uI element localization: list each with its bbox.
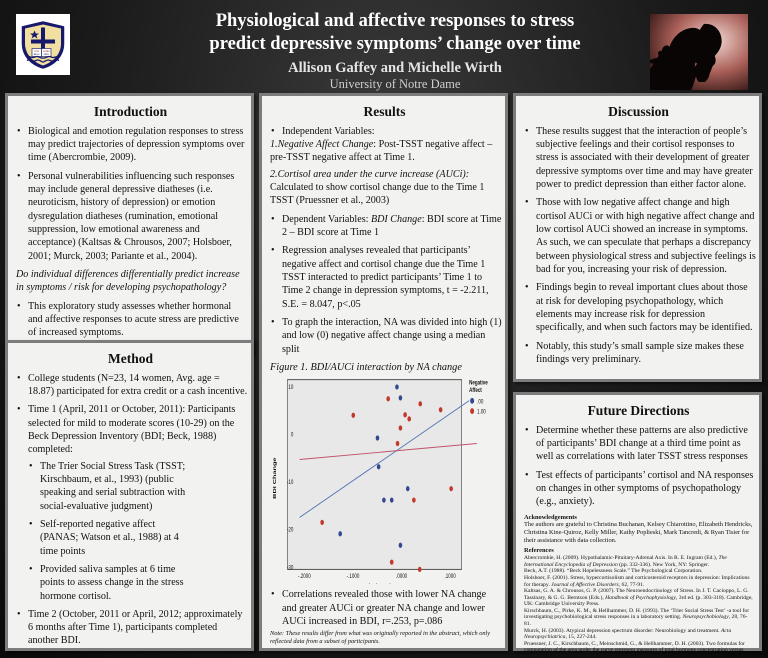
svg-text:1.00: 1.00 [477, 409, 486, 416]
svg-text:-20: -20 [287, 527, 293, 534]
svg-text:.00: .00 [477, 399, 483, 406]
svg-text:Affect: Affect [469, 388, 482, 395]
svg-text:-30: -30 [287, 565, 293, 572]
svg-text:.0000: .0000 [396, 574, 407, 581]
svg-text:SPES: SPES [44, 54, 50, 56]
svg-text:-10: -10 [287, 480, 293, 487]
svg-text:10: 10 [288, 385, 293, 392]
svg-text:BDI Change: BDI Change [272, 457, 278, 499]
svg-text:Cortisol AUCi: Cortisol AUCi [358, 584, 390, 585]
svg-text:.1000: .1000 [445, 574, 456, 581]
svg-text:DULC: DULC [34, 54, 41, 56]
svg-text:-.1000: -.1000 [347, 574, 360, 581]
svg-text:-.2000: -.2000 [298, 574, 311, 581]
svg-text:Negative: Negative [469, 380, 488, 387]
svg-text:0: 0 [291, 432, 293, 439]
